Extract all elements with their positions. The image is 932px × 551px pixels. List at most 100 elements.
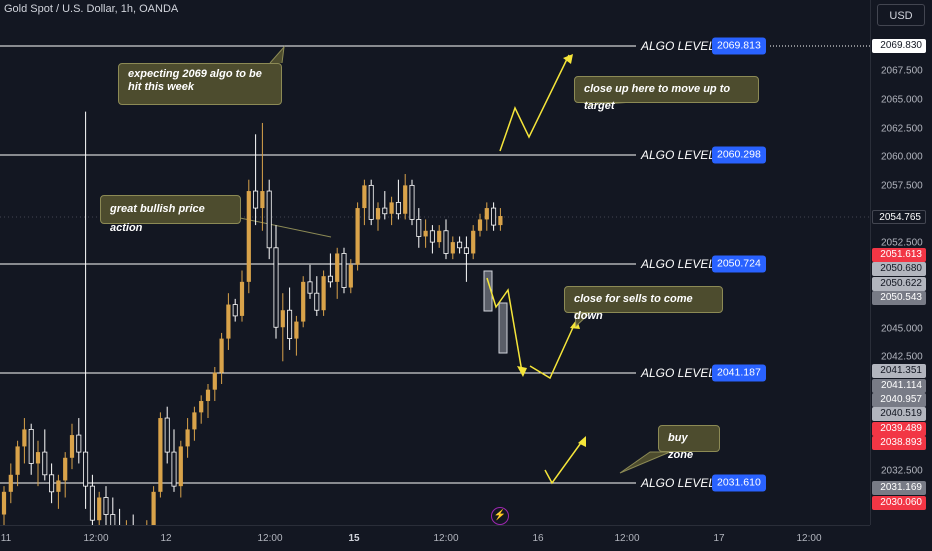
- price-tick-label: 2032.500: [881, 465, 923, 477]
- candle[interactable]: [8, 474, 13, 492]
- time-tick-label: 12: [160, 533, 172, 544]
- candle[interactable]: [226, 304, 231, 339]
- candle[interactable]: [164, 417, 170, 453]
- candle[interactable]: [423, 230, 428, 237]
- candle[interactable]: [56, 480, 61, 492]
- candle[interactable]: [15, 446, 20, 475]
- projection-box-lower[interactable]: [498, 302, 508, 354]
- time-tick-label: 12:00: [614, 533, 640, 544]
- candle[interactable]: [246, 191, 251, 282]
- price-tick-label: 2067.500: [881, 65, 923, 77]
- candle[interactable]: [375, 208, 381, 220]
- candle[interactable]: [429, 230, 435, 243]
- callout-pointer-buy-zone: [619, 451, 671, 474]
- candle[interactable]: [35, 452, 41, 464]
- candle[interactable]: [83, 451, 89, 487]
- callout-close-for-sells[interactable]: close for sells to come down: [564, 286, 723, 322]
- candle[interactable]: [110, 514, 116, 525]
- callout-expecting-2069[interactable]: expecting 2069 algo to be hit this week: [118, 63, 282, 105]
- projection-box-upper[interactable]: [483, 270, 493, 312]
- candle[interactable]: [327, 275, 333, 283]
- arrow-path-sells[interactable]: [486, 277, 523, 373]
- candle[interactable]: [389, 202, 394, 214]
- candle[interactable]: [1, 491, 7, 515]
- time-axis[interactable]: 11 12:00 12 12:00 15 12:00 16 12:00 17 12:00: [0, 525, 870, 551]
- candle[interactable]: [348, 264, 353, 288]
- candle[interactable]: [471, 230, 476, 254]
- candle[interactable]: [42, 451, 48, 476]
- candle[interactable]: [403, 185, 408, 214]
- candle[interactable]: [484, 208, 489, 220]
- candle[interactable]: [28, 428, 34, 464]
- price-tag: 2038.893: [872, 436, 926, 450]
- candle[interactable]: [287, 309, 293, 340]
- candle[interactable]: [199, 401, 204, 413]
- algo-level-lines: [0, 45, 870, 484]
- candle[interactable]: [239, 281, 245, 316]
- candle[interactable]: [219, 338, 224, 373]
- candle[interactable]: [341, 253, 347, 288]
- candle[interactable]: [253, 190, 259, 209]
- callout-bullish-price-action[interactable]: great bullish price action: [100, 195, 241, 234]
- currency-selector[interactable]: USD: [877, 4, 925, 26]
- candle[interactable]: [443, 230, 449, 254]
- candle[interactable]: [89, 485, 95, 521]
- arrow-path-bounce[interactable]: [529, 322, 576, 380]
- candle[interactable]: [395, 201, 401, 215]
- candle[interactable]: [103, 497, 109, 515]
- candle[interactable]: [416, 219, 422, 237]
- candle[interactable]: [368, 184, 374, 220]
- candle[interactable]: [437, 230, 442, 243]
- candle[interactable]: [409, 184, 415, 220]
- candle[interactable]: [212, 372, 217, 390]
- candle[interactable]: [335, 253, 340, 282]
- candle[interactable]: [158, 418, 163, 492]
- candle[interactable]: [498, 216, 503, 226]
- candle[interactable]: [382, 207, 388, 215]
- algo-level-label: ALGO LEVEL: [641, 366, 716, 380]
- symbol-title[interactable]: Gold Spot / U.S. Dollar, 1h, OANDA: [4, 3, 179, 15]
- candle[interactable]: [463, 247, 469, 254]
- candle[interactable]: [232, 304, 238, 317]
- candles: [1, 111, 503, 525]
- candle[interactable]: [307, 281, 313, 294]
- candle[interactable]: [450, 242, 455, 254]
- candle[interactable]: [294, 321, 299, 339]
- candle[interactable]: [260, 191, 265, 209]
- candle[interactable]: [69, 435, 75, 458]
- candle[interactable]: [355, 208, 360, 265]
- candle[interactable]: [76, 434, 82, 453]
- candle[interactable]: [266, 190, 272, 249]
- candle[interactable]: [192, 412, 197, 430]
- price-tag: 2040.519: [872, 407, 926, 421]
- algo-level-value-tag: 2041.187: [712, 364, 766, 382]
- price-axis[interactable]: 2067.500 2065.000 2062.500 2060.000 2057.500…: [870, 0, 932, 525]
- candle[interactable]: [63, 457, 68, 481]
- arrow-path-up[interactable]: [499, 54, 570, 152]
- candle[interactable]: [178, 446, 183, 487]
- algo-level-label: ALGO LEVEL: [641, 257, 716, 271]
- candle[interactable]: [205, 389, 211, 402]
- candle[interactable]: [362, 185, 367, 209]
- candle[interactable]: [321, 276, 326, 311]
- candle[interactable]: [301, 281, 306, 322]
- callout-close-up[interactable]: close up here to move up to target: [574, 76, 759, 112]
- candle[interactable]: [280, 310, 285, 328]
- candle[interactable]: [457, 241, 463, 249]
- price-tick-label: 2042.500: [881, 351, 923, 363]
- candle[interactable]: [491, 207, 497, 226]
- algo-level-label: ALGO LEVEL: [641, 39, 716, 53]
- candle[interactable]: [97, 497, 102, 521]
- candle[interactable]: [477, 219, 483, 231]
- candle[interactable]: [273, 247, 279, 328]
- candle[interactable]: [185, 429, 190, 447]
- candle[interactable]: [49, 474, 55, 493]
- price-chart[interactable]: [0, 0, 870, 525]
- candle[interactable]: [171, 451, 177, 487]
- candle[interactable]: [151, 491, 156, 525]
- candle[interactable]: [22, 429, 27, 447]
- arrow-path-buy[interactable]: [544, 439, 584, 485]
- lightning-icon[interactable]: ⚡: [491, 507, 509, 525]
- callout-buy-zone[interactable]: buy zone: [658, 425, 720, 461]
- candle[interactable]: [314, 292, 320, 311]
